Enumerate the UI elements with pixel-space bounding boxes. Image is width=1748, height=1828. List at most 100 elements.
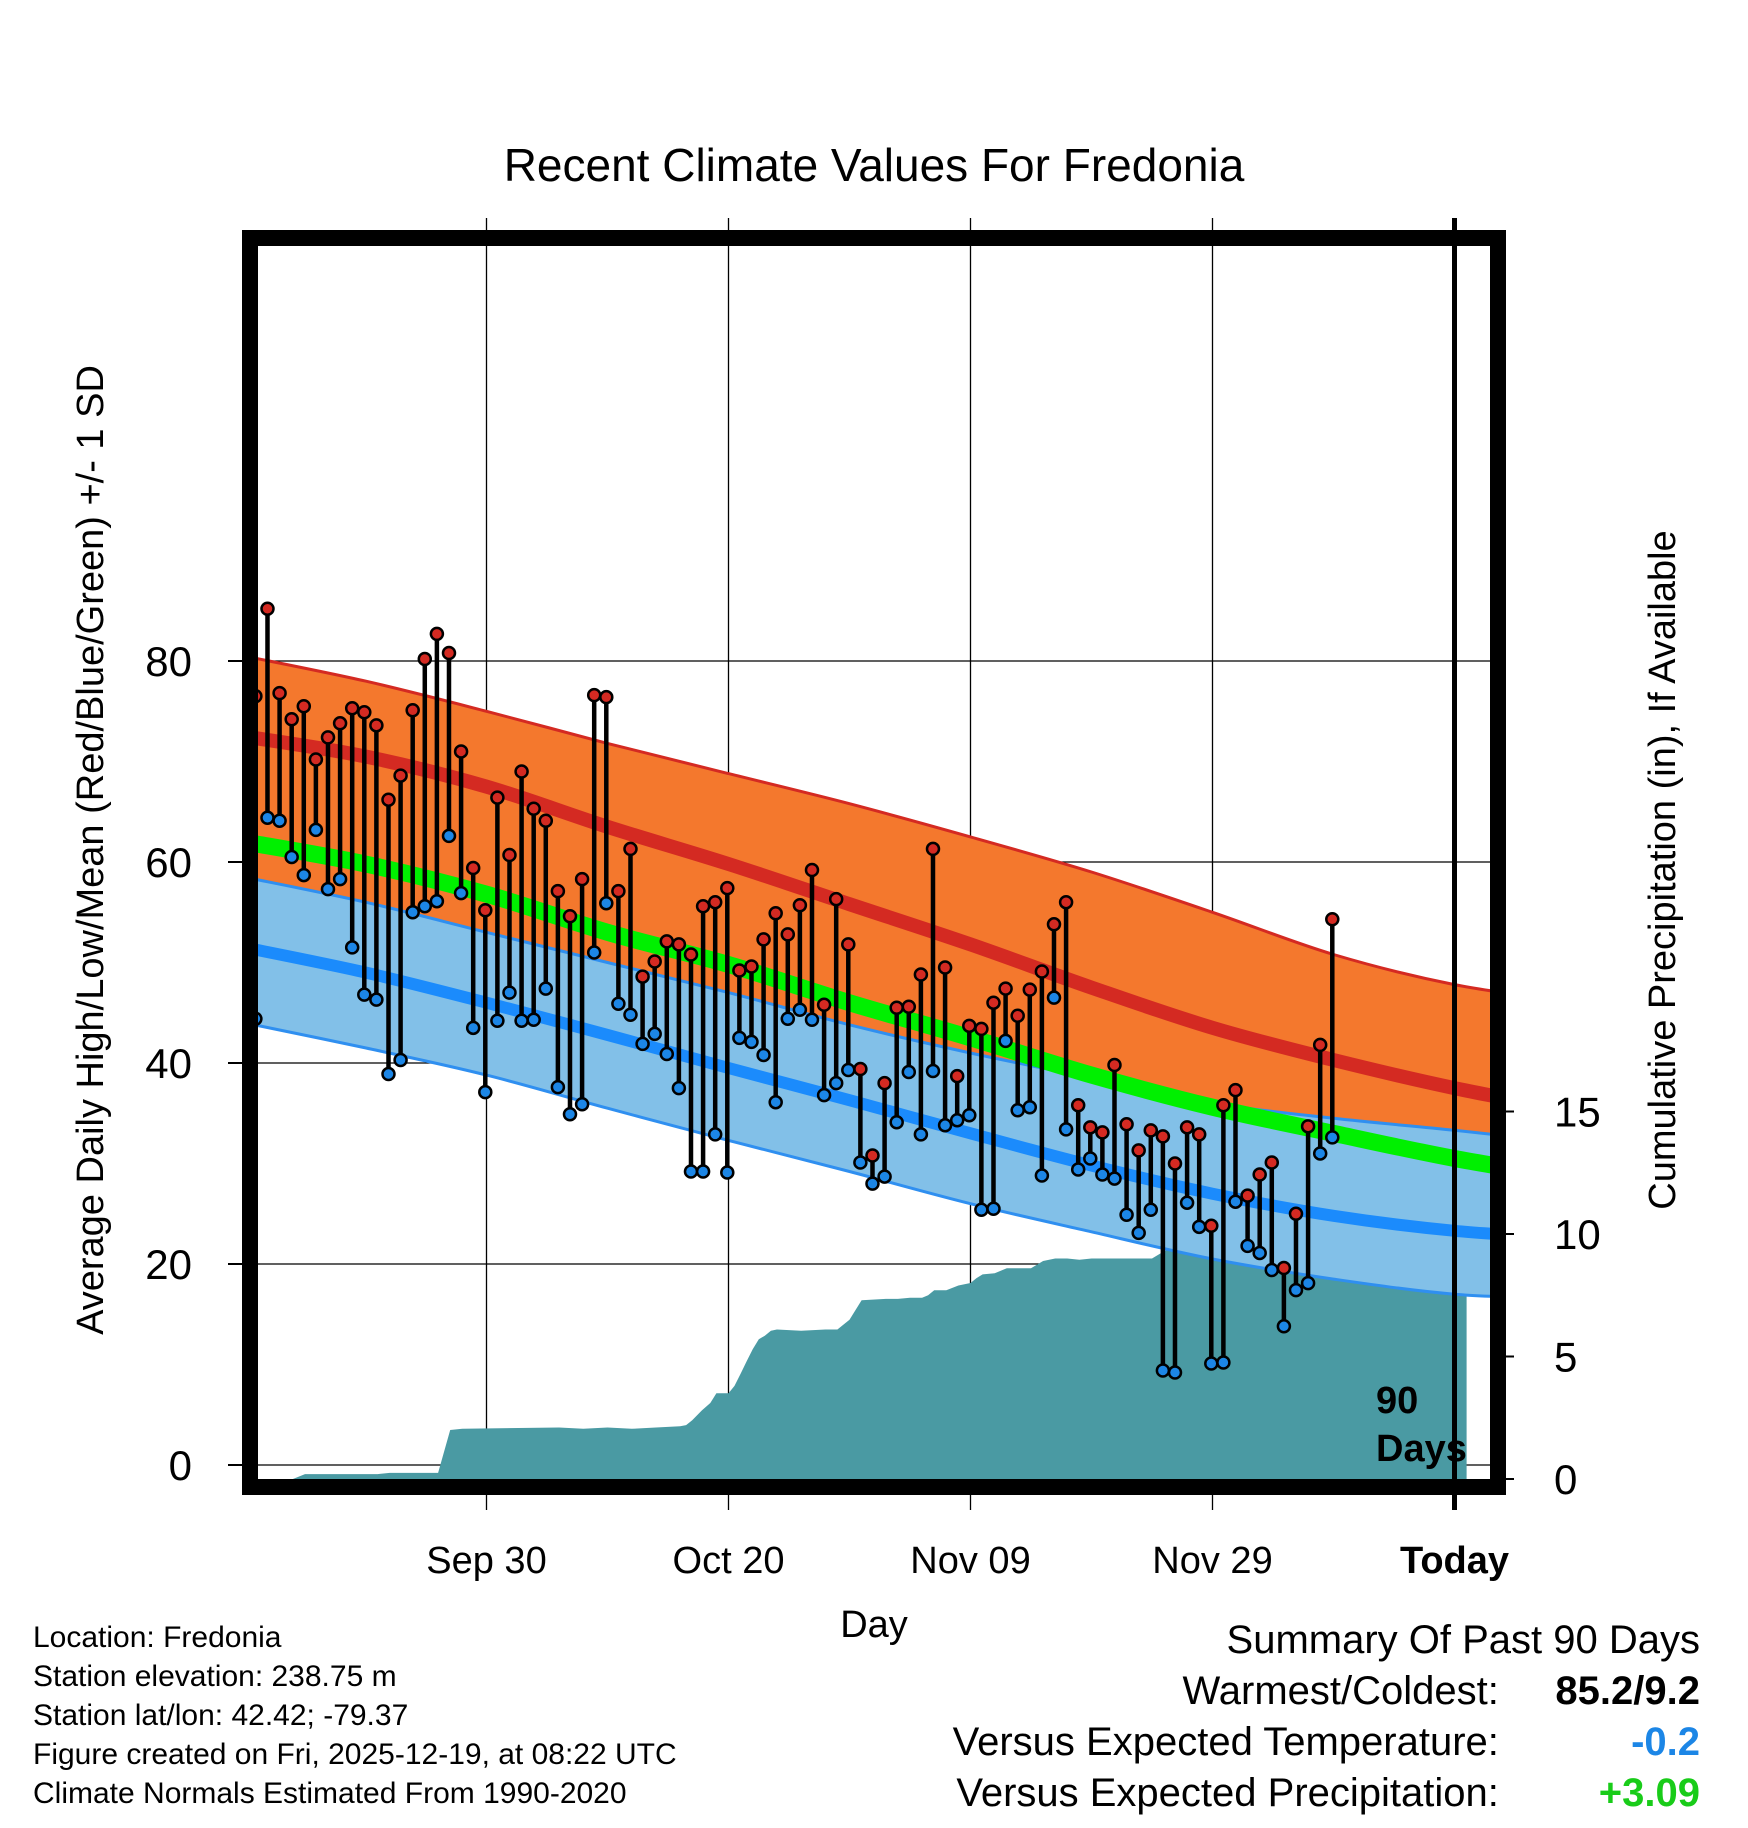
daily-high-point <box>258 689 263 703</box>
daily-high-point <box>671 937 687 952</box>
chart-title: Recent Climate Values For Fredonia <box>503 139 1245 191</box>
daily-low-point <box>780 1011 796 1027</box>
y2-tick-label: 15 <box>1554 1089 1601 1136</box>
daily-high-point <box>695 898 711 914</box>
info-normals: Climate Normals Estimated From 1990-2020 <box>33 1777 627 1810</box>
daily-high-point <box>937 960 953 975</box>
daily-low-point <box>611 996 626 1011</box>
daily-high-point <box>853 1061 868 1077</box>
daily-high-point <box>514 764 529 779</box>
x-tick-label: Today <box>1400 1540 1509 1582</box>
daily-high-point <box>1119 1117 1134 1132</box>
daily-low-point <box>429 893 445 909</box>
daily-low-point <box>816 1087 832 1103</box>
daily-low-point <box>272 813 287 829</box>
daily-low-point <box>284 849 299 865</box>
summary-panel: Summary Of Past 90 Days Warmest/Coldest:… <box>953 1615 1700 1819</box>
daily-low-point <box>586 945 602 960</box>
y2-tick-label: 0 <box>1554 1456 1577 1503</box>
daily-high-point <box>1300 1119 1316 1134</box>
daily-low-point <box>744 1034 759 1050</box>
daily-high-point <box>284 712 299 727</box>
daily-high-point <box>381 792 396 807</box>
x-tick-label: Sep 30 <box>426 1540 546 1582</box>
daily-low-point <box>623 1007 638 1023</box>
daily-low-point <box>1167 1365 1183 1380</box>
daily-high-point <box>768 906 783 921</box>
daily-low-point <box>1131 1225 1146 1241</box>
daily-high-point <box>1022 982 1038 997</box>
daily-high-point <box>1167 1156 1183 1171</box>
daily-high-point <box>1070 1097 1086 1113</box>
daily-low-point <box>465 1020 481 1036</box>
daily-high-point <box>744 959 759 974</box>
y-tick-label: 80 <box>145 638 192 685</box>
daily-low-point <box>453 885 469 901</box>
today-days-label-2: Days <box>1376 1428 1467 1470</box>
daily-high-point <box>1191 1127 1207 1142</box>
daily-low-point <box>768 1094 783 1110</box>
daily-low-point <box>599 895 614 911</box>
daily-high-point <box>1107 1057 1122 1073</box>
daily-low-point <box>1300 1275 1316 1291</box>
x-tick-label: Nov 09 <box>910 1540 1030 1582</box>
daily-low-point <box>332 871 348 887</box>
daily-low-point <box>1083 1151 1098 1166</box>
high-band-upper-edge <box>258 657 1490 993</box>
daily-low-point <box>756 1047 771 1063</box>
daily-high-point <box>1325 912 1340 927</box>
temp-label: Versus Expected Temperature: <box>952 1720 1499 1764</box>
daily-high-point <box>599 689 614 705</box>
daily-high-point <box>1095 1125 1110 1140</box>
daily-high-point <box>683 947 699 962</box>
low-band-lower-edge <box>258 1024 1490 1298</box>
daily-low-point <box>720 1165 735 1180</box>
daily-high-point <box>925 841 941 857</box>
daily-low-point <box>974 1202 989 1217</box>
daily-low-point <box>1010 1102 1025 1118</box>
temp-value: -0.2 <box>1631 1720 1700 1764</box>
daily-low-point <box>1095 1167 1110 1182</box>
daily-high-point <box>1228 1082 1243 1098</box>
daily-high-point <box>647 954 662 969</box>
daily-high-point <box>1155 1129 1171 1144</box>
daily-low-point <box>562 1107 578 1122</box>
summary-precip-row: Versus Expected Precipitation: +3.09 <box>953 1768 1700 1819</box>
daily-high-point <box>1276 1260 1292 1276</box>
y-axis-label: Average Daily High/Low/Mean (Red/Blue/Gr… <box>70 365 112 1335</box>
daily-low-point <box>381 1066 396 1082</box>
warm-cold-value: 85.2/9.2 <box>1555 1669 1700 1713</box>
daily-high-point <box>296 698 312 714</box>
daily-high-point <box>913 967 929 982</box>
daily-low-point <box>514 1013 529 1029</box>
daily-low-point <box>369 992 384 1007</box>
daily-low-point <box>1143 1202 1159 1217</box>
daily-high-point <box>1240 1188 1255 1203</box>
summary-warm-cold-row: Warmest/Coldest: 85.2/9.2 <box>953 1666 1701 1717</box>
daily-high-point <box>586 687 602 703</box>
daily-high-point <box>1131 1143 1146 1158</box>
daily-high-point <box>429 626 445 642</box>
info-location: Location: Fredonia <box>33 1621 282 1654</box>
daily-high-point <box>780 927 796 942</box>
daily-high-point <box>1264 1155 1280 1170</box>
daily-high-point <box>526 801 541 816</box>
daily-high-point <box>1288 1206 1304 1221</box>
daily-low-point <box>490 1013 505 1029</box>
daily-low-point <box>1252 1245 1267 1261</box>
precip-value: +3.09 <box>1598 1771 1700 1815</box>
daily-high-point <box>792 897 808 913</box>
daily-low-point <box>1070 1162 1086 1177</box>
daily-low-point <box>393 1052 408 1068</box>
daily-high-point <box>986 995 1001 1010</box>
y-tick-label: 20 <box>145 1241 192 1288</box>
daily-high-point <box>901 999 917 1014</box>
daily-high-point <box>344 700 360 716</box>
daily-low-point <box>320 881 336 897</box>
precip-label: Versus Expected Precipitation: <box>956 1771 1499 1815</box>
daily-high-point <box>611 883 626 899</box>
daily-high-point <box>659 934 675 949</box>
daily-high-point <box>1083 1120 1098 1135</box>
daily-low-point <box>877 1169 892 1184</box>
station-info: Location: Fredonia Station elevation: 23… <box>33 1618 677 1813</box>
